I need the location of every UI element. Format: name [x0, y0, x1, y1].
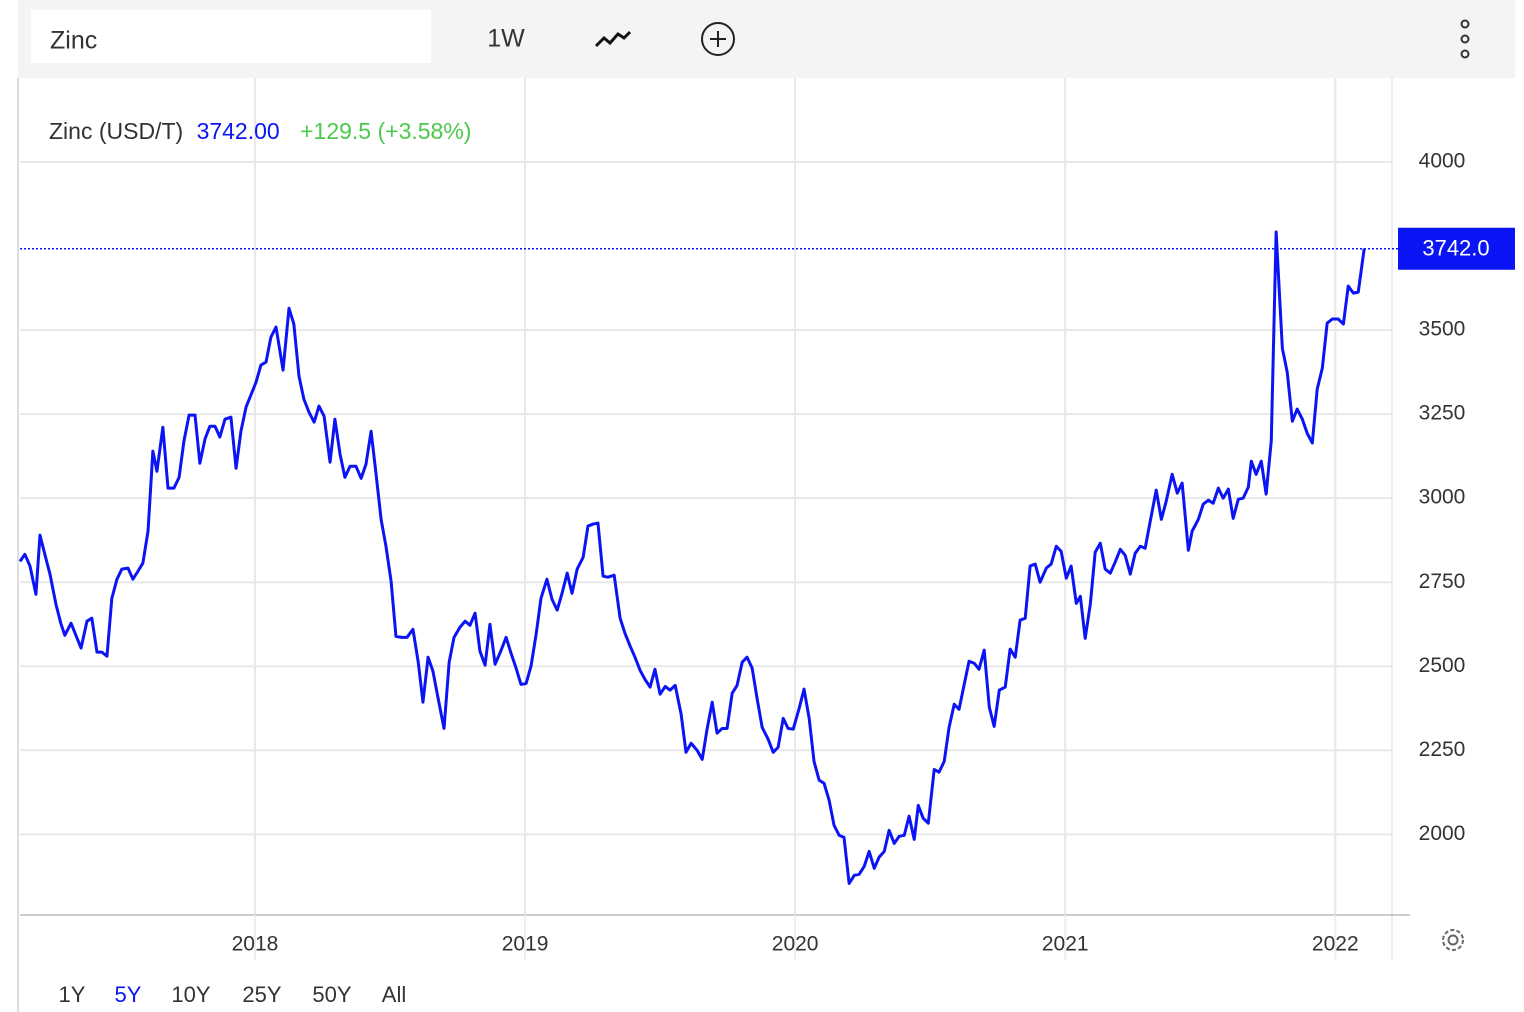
- range-button[interactable]: 1Y: [59, 982, 86, 1007]
- menu-icon[interactable]: [1460, 19, 1470, 59]
- range-button[interactable]: 10Y: [171, 982, 210, 1007]
- y-tick-label: 2750: [1419, 570, 1466, 593]
- interval-button[interactable]: 1W: [487, 25, 525, 53]
- search-box[interactable]: [31, 10, 431, 63]
- legend-change: +129.5 (+3.58%): [300, 118, 471, 144]
- range-button[interactable]: All: [382, 982, 406, 1007]
- x-tick-label: 2022: [1312, 933, 1359, 956]
- range-button[interactable]: 25Y: [242, 982, 281, 1007]
- range-button[interactable]: 5Y: [115, 982, 142, 1007]
- price-tag-label: 3742.0: [1422, 236, 1489, 261]
- price-line: [18, 230, 1366, 885]
- search-text: Zinc: [50, 27, 97, 55]
- grid: [20, 78, 1392, 915]
- y-tick-label: 3000: [1419, 486, 1466, 509]
- y-tick-label: 4000: [1419, 150, 1466, 173]
- add-icon[interactable]: [701, 22, 735, 56]
- plot: [18, 230, 1398, 885]
- y-tick-label: 3500: [1419, 318, 1466, 341]
- range-buttons: 1Y 5Y 10Y 25Y 50Y All: [59, 982, 407, 1007]
- x-tick-label: 2020: [772, 933, 819, 956]
- y-tick-label: 2250: [1419, 738, 1466, 761]
- chart-type-icon[interactable]: [594, 30, 632, 48]
- x-tick-label: 2018: [232, 933, 279, 956]
- legend: Zinc (USD/T) 3742.00 +129.5 (+3.58%): [49, 118, 471, 144]
- range-button[interactable]: 50Y: [312, 982, 351, 1007]
- x-tick-label: 2021: [1042, 933, 1089, 956]
- y-tick-label: 2500: [1419, 654, 1466, 677]
- legend-series: Zinc (USD/T): [49, 118, 183, 144]
- settings-icon[interactable]: [1442, 929, 1464, 951]
- legend-value: 3742.00: [197, 118, 280, 144]
- price-tag: [1398, 227, 1515, 270]
- y-tick-label: 2000: [1419, 822, 1466, 845]
- x-tick-label: 2019: [502, 933, 549, 956]
- y-tick-label: 3250: [1419, 402, 1466, 425]
